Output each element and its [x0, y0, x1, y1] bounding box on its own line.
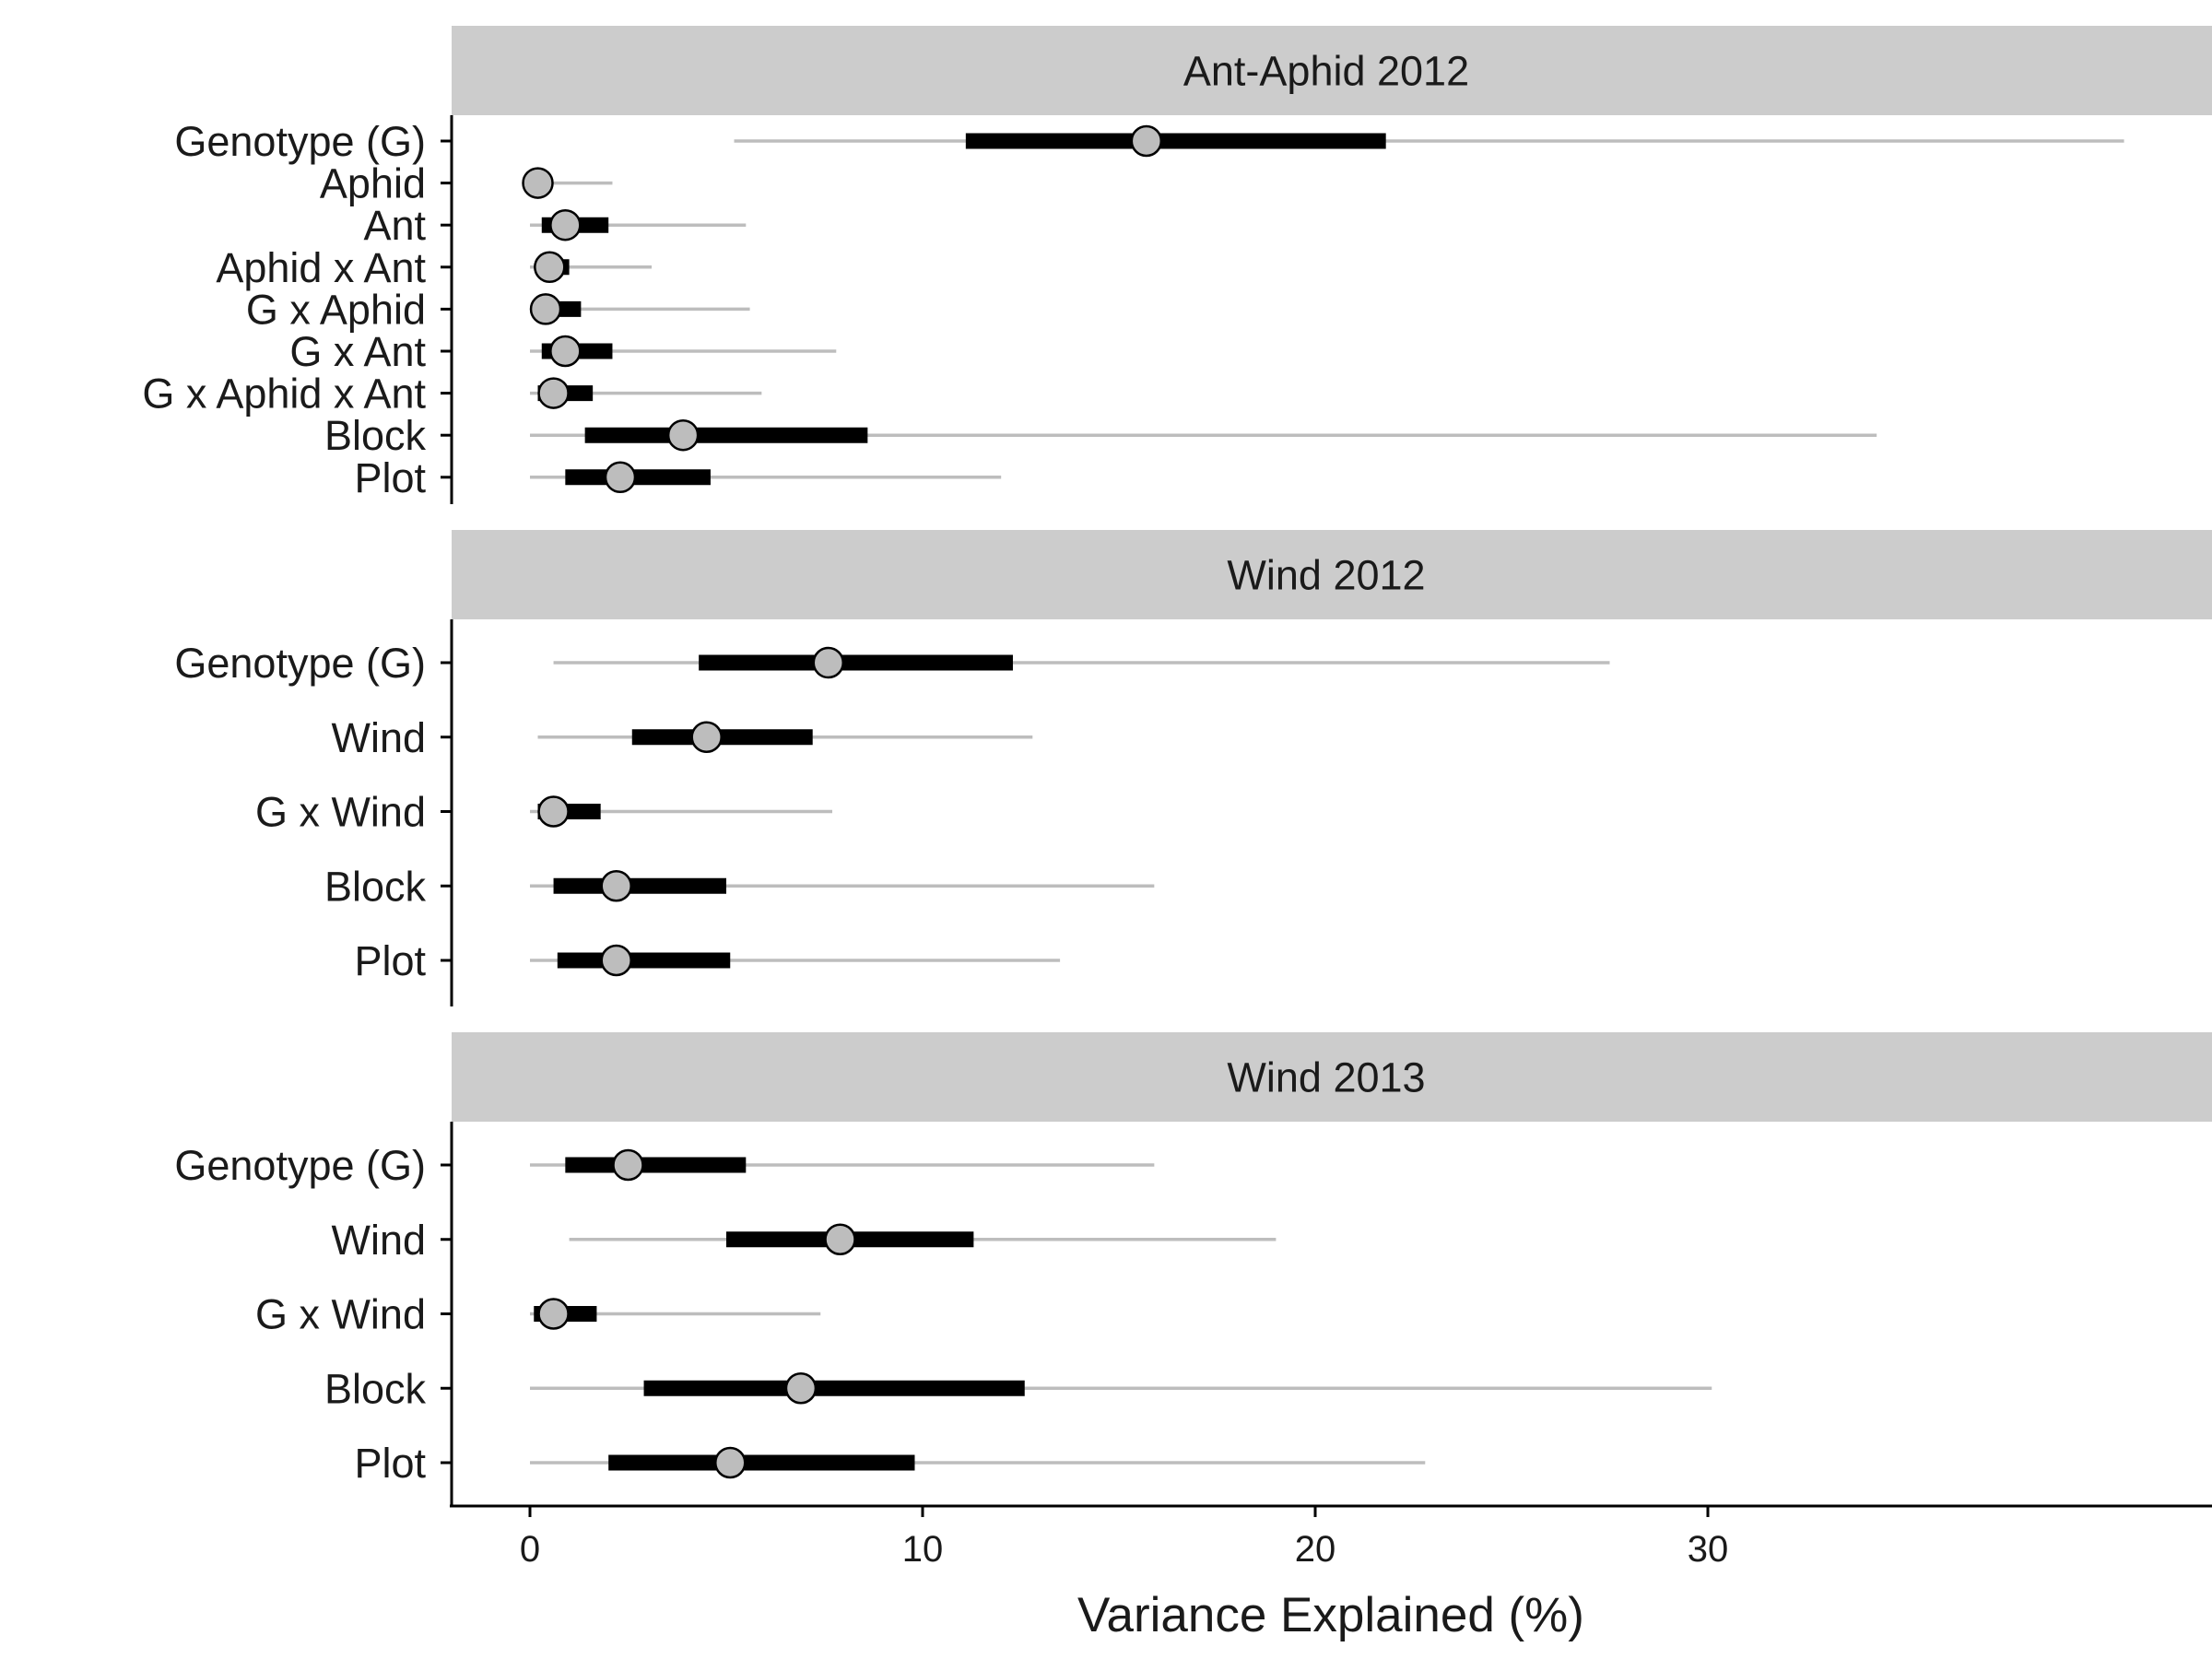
- term-label: Block: [324, 412, 427, 459]
- term-label: Block: [324, 863, 427, 910]
- x-axis: 0 10 20 30 Variance Explained (%): [450, 1504, 2212, 1642]
- median-point: [537, 795, 570, 828]
- x-tick-label: 0: [520, 1529, 540, 1570]
- term-row: Plot: [354, 937, 1061, 984]
- term-label: Block: [324, 1365, 427, 1412]
- x-tick-label: 10: [902, 1529, 944, 1570]
- median-point: [714, 1446, 747, 1479]
- median-point: [690, 721, 723, 753]
- term-label: Aphid: [320, 160, 426, 207]
- median-point: [1130, 124, 1163, 158]
- term-label: Plot: [354, 454, 426, 501]
- panel-strip: [452, 530, 2212, 619]
- term-row: G x Wind: [255, 789, 833, 836]
- panel-3: Wind 2013 Genotype (G) Wind G x Wind Block Pl…: [174, 1032, 2212, 1506]
- term-label: Wind: [331, 1217, 426, 1264]
- term-label: Genotype (G): [174, 1142, 426, 1189]
- median-point: [812, 646, 845, 679]
- term-row: G x Ant: [289, 328, 837, 375]
- term-row: G x Aphid: [246, 286, 750, 333]
- term-label: Wind: [331, 714, 426, 761]
- term-row: Wind: [331, 714, 1033, 761]
- term-label: Plot: [354, 937, 426, 984]
- x-axis-title: Variance Explained (%): [1077, 1588, 1584, 1642]
- term-label: G x Ant: [289, 328, 426, 375]
- term-row: Genotype (G): [174, 118, 2124, 165]
- term-row: Aphid: [320, 160, 613, 207]
- term-label: Plot: [354, 1440, 426, 1487]
- median-point: [522, 167, 554, 199]
- median-point: [612, 1148, 644, 1182]
- term-row: Wind: [331, 1217, 1277, 1264]
- median-point: [534, 251, 566, 284]
- panel-1: Ant-Aphid 2012 Genotype (G)AphidAntAphid …: [142, 26, 2212, 504]
- median-point: [549, 208, 582, 241]
- term-row: Genotype (G): [174, 640, 1610, 687]
- term-row: G x Aphid x Ant: [142, 371, 762, 418]
- median-point: [529, 293, 562, 325]
- term-row: Block: [324, 863, 1155, 910]
- term-row: Plot: [354, 454, 1002, 501]
- x-tick-label: 20: [1295, 1529, 1336, 1570]
- median-point: [537, 1298, 570, 1330]
- term-label: Aphid x Ant: [216, 244, 426, 291]
- x-ticks: 0 10 20 30: [520, 1506, 1728, 1570]
- panel-strip: [452, 1032, 2212, 1122]
- term-row: Genotype (G): [174, 1142, 1155, 1189]
- panel-title: Wind 2012: [1227, 552, 1425, 599]
- x-tick-label: 30: [1688, 1529, 1729, 1570]
- median-point: [824, 1223, 856, 1255]
- median-point: [784, 1372, 818, 1405]
- panel-2: Wind 2012 Genotype (G) Wind G x Wind Block Pl…: [174, 530, 2212, 1006]
- term-row: Ant: [363, 202, 747, 249]
- term-row: G x Wind: [255, 1291, 821, 1338]
- median-point: [600, 870, 632, 902]
- panel-title: Wind 2013: [1227, 1054, 1425, 1101]
- term-label: G x Aphid: [246, 286, 426, 333]
- term-label: G x Wind: [255, 789, 426, 836]
- median-point: [604, 461, 637, 494]
- term-label: G x Aphid x Ant: [142, 371, 426, 418]
- median-point: [537, 377, 570, 409]
- panel-title: Ant-Aphid 2012: [1183, 48, 1469, 95]
- term-row: Block: [324, 412, 1877, 459]
- term-label: Ant: [363, 202, 426, 249]
- term-row: Plot: [354, 1440, 1426, 1487]
- median-point: [666, 418, 700, 452]
- term-row: Aphid x Ant: [216, 244, 653, 291]
- term-row: Block: [324, 1365, 1712, 1412]
- median-point: [600, 944, 632, 977]
- term-label: G x Wind: [255, 1291, 426, 1338]
- term-label: Genotype (G): [174, 640, 426, 687]
- median-point: [549, 335, 582, 368]
- term-label: Genotype (G): [174, 118, 426, 165]
- panel-strip: [452, 26, 2212, 115]
